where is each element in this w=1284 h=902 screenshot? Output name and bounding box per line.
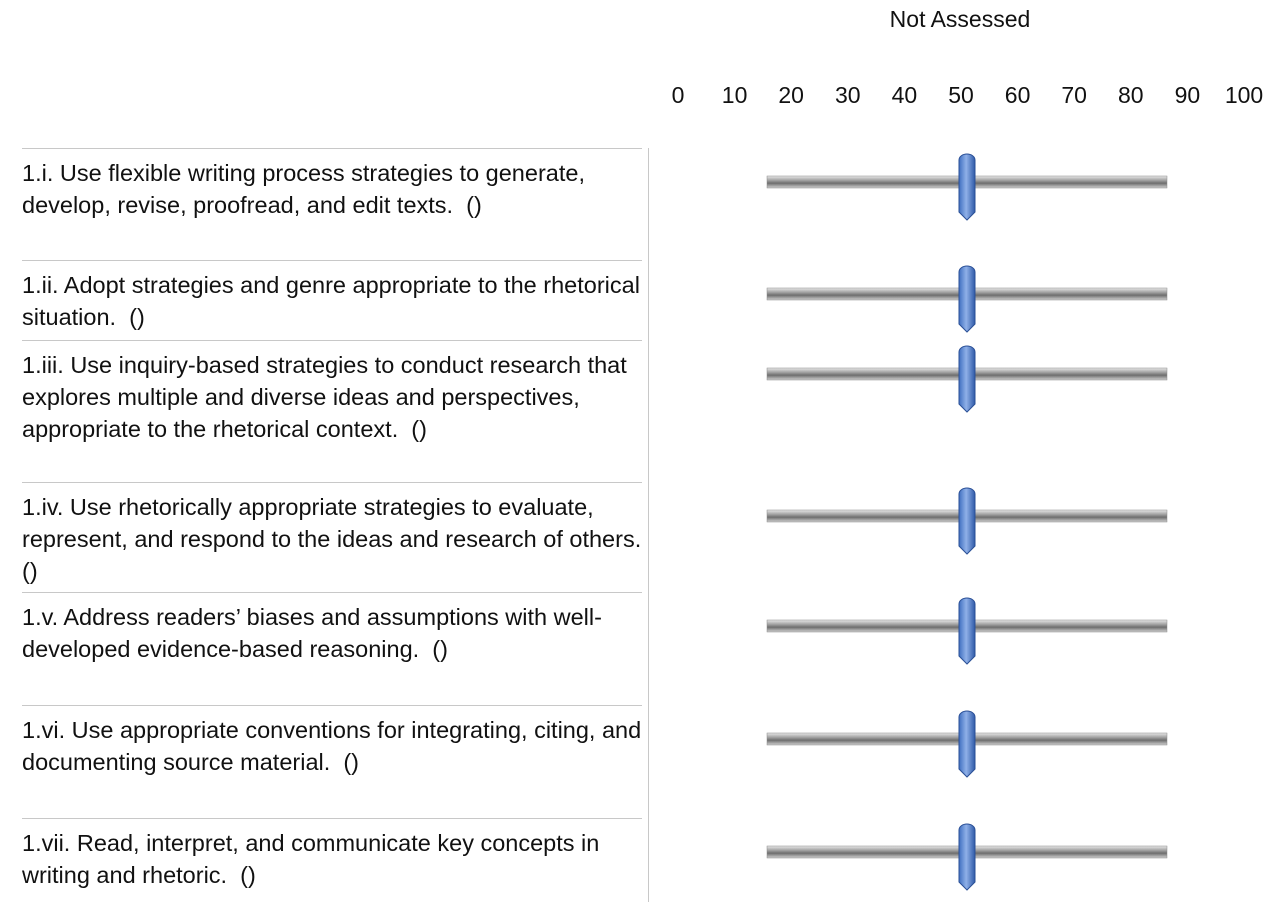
scale-label: 90 bbox=[1174, 82, 1201, 108]
scale-label: 20 bbox=[778, 82, 804, 108]
scale-label: 60 bbox=[1004, 82, 1031, 108]
item-label: 1.iv. Use rhetorically appropriate strat… bbox=[22, 482, 642, 592]
item-label: 1.ii. Adopt strategies and genre appropr… bbox=[22, 260, 642, 340]
slider-thumb[interactable] bbox=[958, 710, 976, 778]
column-divider bbox=[648, 148, 649, 902]
slider-thumb[interactable] bbox=[958, 153, 976, 221]
item-label: 1.v. Address readers’ biases and assumpt… bbox=[22, 592, 642, 705]
item-label: 1.vi. Use appropriate conventions for in… bbox=[22, 705, 642, 818]
scale-label: 100 bbox=[1224, 82, 1264, 108]
scale-label: 80 bbox=[1118, 82, 1144, 108]
column-header: Not Assessed bbox=[889, 6, 1031, 32]
slider-thumb[interactable] bbox=[958, 345, 976, 413]
scale-label: 10 bbox=[721, 82, 748, 108]
slider-thumb[interactable] bbox=[958, 265, 976, 333]
scale-label: 70 bbox=[1061, 82, 1087, 108]
slider-thumb[interactable] bbox=[958, 487, 976, 555]
scale-label: 40 bbox=[891, 82, 918, 108]
slider-thumb[interactable] bbox=[958, 823, 976, 891]
scale-label: 0 bbox=[671, 82, 685, 108]
item-label: 1.vii. Read, interpret, and communicate … bbox=[22, 818, 642, 902]
scale-label: 50 bbox=[948, 82, 974, 108]
scale-label: 30 bbox=[835, 82, 861, 108]
slider-thumb[interactable] bbox=[958, 597, 976, 665]
item-label: 1.iii. Use inquiry-based strategies to c… bbox=[22, 340, 642, 482]
item-label: 1.i. Use flexible writing process strate… bbox=[22, 148, 642, 260]
